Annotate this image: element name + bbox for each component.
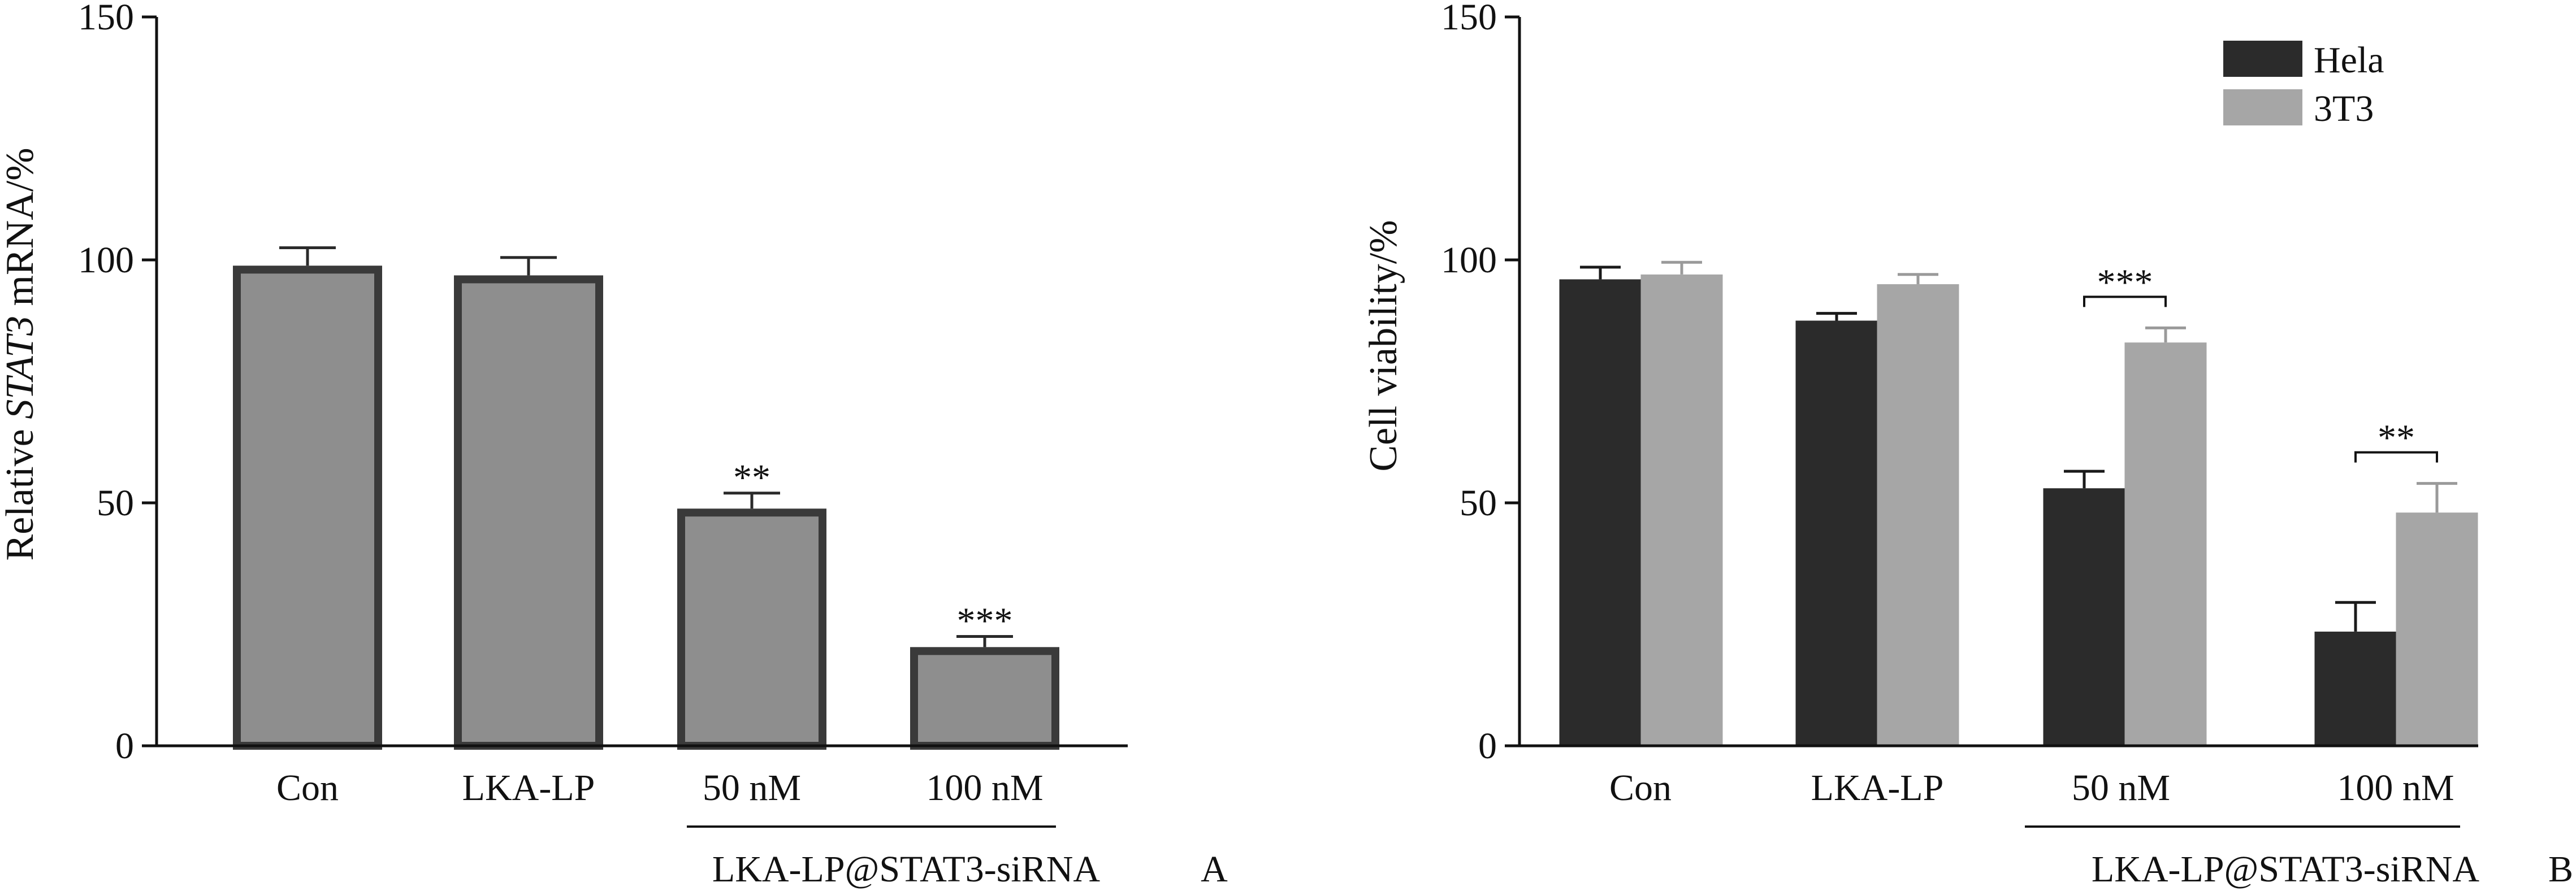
panel-b-y-tick-label-100: 100 (1441, 240, 1497, 281)
panel-b-bar-hela-50-nm (2043, 488, 2125, 746)
panel-b-bar-3t3-con (1640, 274, 1723, 746)
panel-a-bar-50-nm (677, 508, 826, 750)
panel-b-axes: 0 50 100 150 Con LKA-LP 50 nM 100 nM (1441, 0, 2478, 809)
panel-a-bar-lka-lp (454, 275, 603, 750)
panel-b-significance-50-nm: *** (2097, 262, 2153, 303)
panel-b-bar-3t3-50-nm (2124, 342, 2207, 746)
panel-b-x-tick-label-lka-lp: LKA-LP (1811, 767, 1944, 809)
panel-a-letter: A (1201, 849, 1228, 890)
legend-swatch-hela (2223, 41, 2302, 77)
panel-a-bar-100-nm (910, 647, 1059, 750)
panel-a-y-tick-label-50: 50 (97, 483, 134, 524)
panel-b-letter: B (2548, 849, 2573, 890)
panel-b-bar-hela-lka-lp (1795, 320, 1878, 746)
panel-a-x-tick-label-con: Con (276, 767, 339, 809)
legend-swatch-3t3 (2223, 89, 2302, 125)
panel-a-group-label: LKA-LP@STAT3-siRNA (712, 849, 1101, 890)
panel-a-significance-100-nm: *** (957, 601, 1013, 642)
panel-a-bars: ***** (233, 246, 1059, 750)
panel-b-x-tick-label-50-nm: 50 nM (2072, 767, 2170, 809)
panel-b-x-tick-label-100-nm: 100 nM (2337, 767, 2454, 809)
panel-b-bar-3t3-lka-lp (1877, 284, 1959, 746)
legend-label-3t3: 3T3 (2314, 88, 2374, 129)
panel-b-bars: ***** (1559, 260, 2478, 746)
panel-a-axes: 0 50 100 150 Con LKA-LP 50 nM 100 nM (78, 0, 1128, 809)
panel-a-bar-con (233, 266, 382, 750)
panel-a-x-tick-label-100-nm: 100 nM (926, 767, 1043, 809)
legend-label-hela: Hela (2314, 40, 2384, 81)
panel-b-x-tick-label-con: Con (1609, 767, 1672, 809)
panel-a-x-tick-label-50-nm: 50 nM (703, 767, 801, 809)
panel-b-bar-hela-con (1559, 279, 1642, 746)
panel-b-significance-bracket-100-nm (2354, 451, 2438, 463)
panel-b-y-axis-label: Cell viability/% (1362, 220, 1405, 471)
panel-a-y-tick-label-100: 100 (78, 240, 134, 281)
panel-a-y-tick-label-150: 150 (78, 0, 134, 38)
panel-b-group-label: LKA-LP@STAT3-siRNA (2092, 849, 2480, 890)
panel-a-significance-50-nm: ** (733, 457, 770, 498)
panel-b-y-tick-label-0: 0 (1478, 725, 1497, 767)
panel-b-significance-bracket-50-nm (2083, 295, 2167, 307)
panel-b-y-tick-label-50: 50 (1460, 483, 1497, 524)
panel-b-legend: Hela 3T3 (2223, 40, 2384, 129)
panel-b-bar-hela-100-nm (2314, 631, 2397, 746)
panel-b-y-tick-label-150: 150 (1441, 0, 1497, 38)
panel-b-bar-3t3-100-nm (2396, 512, 2478, 746)
panel-a-y-axis-label: Relative STAT3 mRNA/% (0, 147, 42, 560)
panel-a-x-tick-label-lka-lp: LKA-LP (462, 767, 595, 809)
panel-a-y-tick-label-0: 0 (115, 725, 134, 767)
panel-b-significance-100-nm: ** (2378, 418, 2415, 459)
